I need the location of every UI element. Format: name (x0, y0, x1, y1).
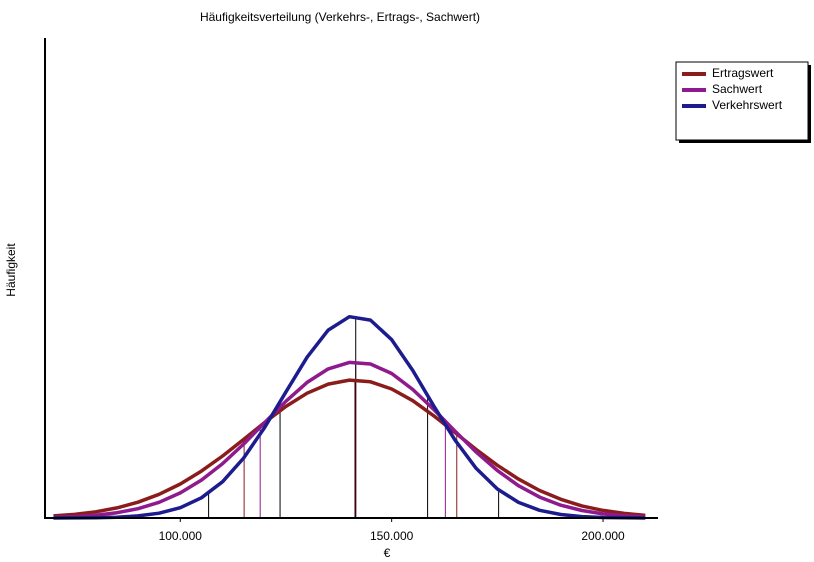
x-tick-label: 100.000 (159, 529, 203, 543)
x-tick-label: 200.000 (581, 529, 625, 543)
chart-title: Häufigkeitsverteilung (Verkehrs-, Ertrag… (200, 10, 480, 24)
y-axis-label: Häufigkeit (4, 243, 18, 297)
series-line (53, 360, 646, 520)
x-tick-label: 150.000 (370, 529, 414, 543)
legend-label: Sachwert (712, 82, 763, 96)
legend-label: Ertragswert (712, 66, 774, 80)
series-line (53, 378, 646, 518)
x-axis-label: € (384, 546, 391, 560)
legend-label: Verkehrswert (712, 98, 783, 112)
series-line (53, 314, 646, 520)
